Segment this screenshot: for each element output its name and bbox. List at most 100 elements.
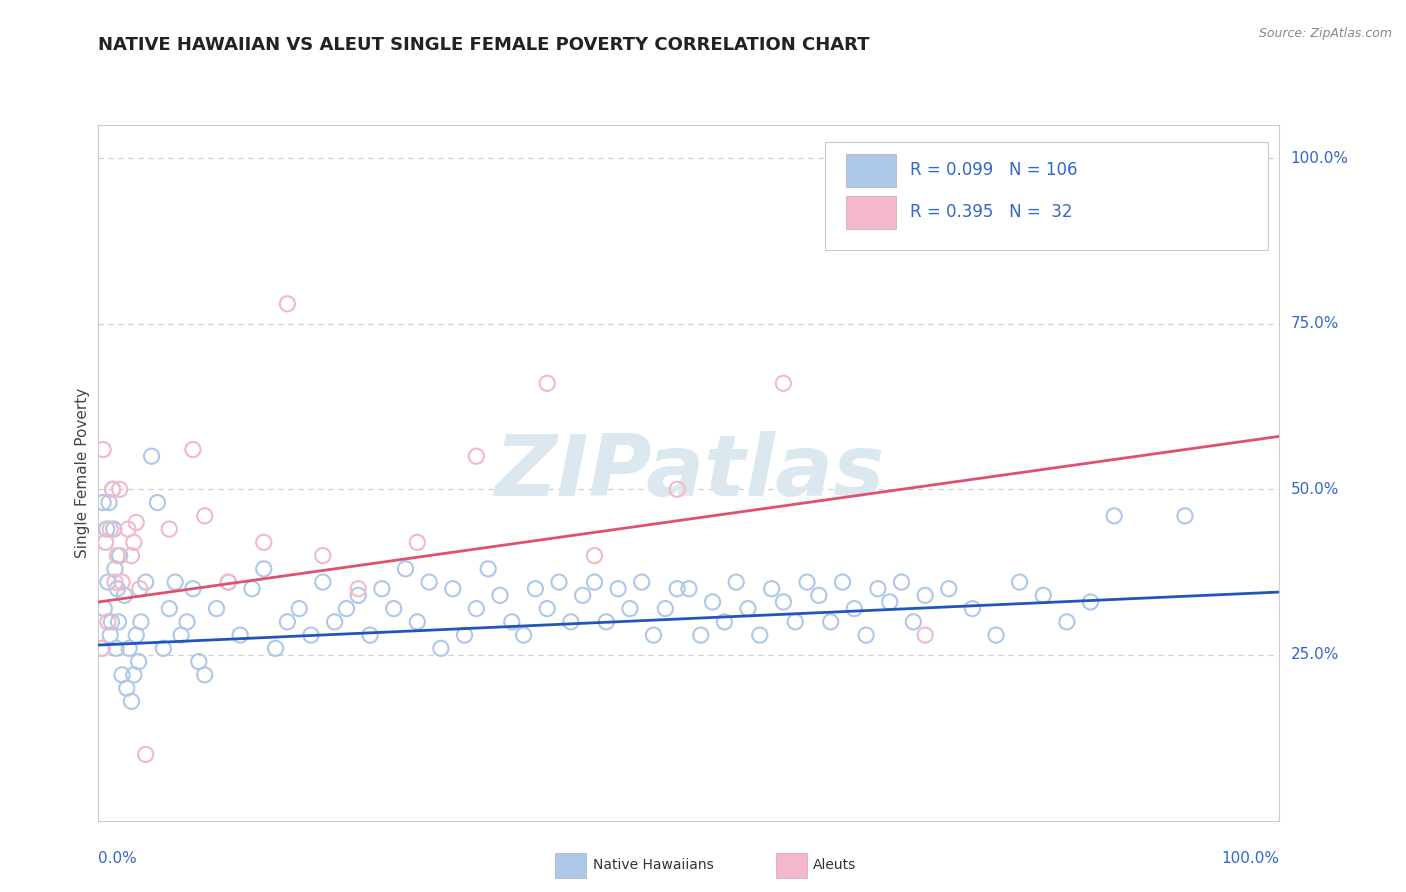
Point xyxy=(441,582,464,596)
Text: 100.0%: 100.0% xyxy=(1222,851,1279,866)
Point xyxy=(217,575,239,590)
Point xyxy=(111,575,134,590)
Point xyxy=(772,376,794,391)
Point xyxy=(785,615,807,629)
Point xyxy=(1008,575,1031,590)
Point xyxy=(91,641,114,656)
Point xyxy=(165,575,187,590)
Point xyxy=(181,582,204,596)
Point xyxy=(371,582,394,596)
Point xyxy=(335,601,357,615)
Point xyxy=(229,628,252,642)
Point xyxy=(879,595,901,609)
Point xyxy=(105,582,128,596)
Point xyxy=(489,588,512,602)
Point xyxy=(128,582,150,596)
Point xyxy=(115,681,138,695)
Text: 100.0%: 100.0% xyxy=(1291,151,1348,166)
Point xyxy=(1080,595,1102,609)
Point xyxy=(121,549,143,563)
Text: NATIVE HAWAIIAN VS ALEUT SINGLE FEMALE POVERTY CORRELATION CHART: NATIVE HAWAIIAN VS ALEUT SINGLE FEMALE P… xyxy=(98,36,870,54)
Text: 25.0%: 25.0% xyxy=(1291,648,1339,663)
Text: Aleuts: Aleuts xyxy=(813,858,856,872)
Point xyxy=(406,535,429,549)
Point xyxy=(548,575,571,590)
Text: R = 0.395   N =  32: R = 0.395 N = 32 xyxy=(910,202,1073,221)
FancyBboxPatch shape xyxy=(846,196,896,229)
Point xyxy=(276,615,298,629)
Point xyxy=(181,442,204,457)
Point xyxy=(453,628,475,642)
Point xyxy=(146,495,169,509)
Point xyxy=(125,516,148,530)
Point xyxy=(104,562,127,576)
Point xyxy=(914,588,936,602)
Point xyxy=(583,549,606,563)
Point xyxy=(91,442,114,457)
Point xyxy=(91,495,114,509)
Point xyxy=(359,628,381,642)
Point xyxy=(725,575,748,590)
Point xyxy=(97,575,120,590)
Point xyxy=(103,522,125,536)
Y-axis label: Single Female Poverty: Single Female Poverty xyxy=(75,388,90,558)
Point xyxy=(117,522,139,536)
Text: Source: ZipAtlas.com: Source: ZipAtlas.com xyxy=(1258,27,1392,40)
Point xyxy=(299,628,322,642)
Point xyxy=(844,601,866,615)
Point xyxy=(100,615,122,629)
Point xyxy=(772,595,794,609)
Point xyxy=(666,483,689,497)
Point xyxy=(108,483,131,497)
Point xyxy=(129,615,152,629)
Point xyxy=(1102,508,1125,523)
Point xyxy=(170,628,193,642)
Point xyxy=(205,601,228,615)
Point xyxy=(796,575,818,590)
Point xyxy=(157,601,180,615)
Point xyxy=(713,615,735,629)
Point xyxy=(536,376,558,391)
Point xyxy=(91,641,114,656)
Point xyxy=(643,628,665,642)
Point xyxy=(108,549,131,563)
Point xyxy=(903,615,925,629)
Point xyxy=(501,615,523,629)
Point xyxy=(194,668,217,682)
Point xyxy=(288,601,311,615)
Point xyxy=(512,628,534,642)
Point xyxy=(152,641,174,656)
Point xyxy=(323,615,346,629)
Point xyxy=(105,549,128,563)
Point xyxy=(583,575,606,590)
Point xyxy=(101,483,124,497)
Point xyxy=(312,575,335,590)
Point xyxy=(855,628,877,642)
Point xyxy=(135,747,157,762)
Point xyxy=(761,582,783,596)
Point xyxy=(347,588,370,602)
Point xyxy=(807,588,830,602)
Point xyxy=(536,601,558,615)
Point xyxy=(264,641,287,656)
Point xyxy=(253,562,276,576)
Point xyxy=(125,628,148,642)
Point xyxy=(430,641,453,656)
Point xyxy=(157,522,180,536)
FancyBboxPatch shape xyxy=(846,154,896,187)
Point xyxy=(112,588,135,602)
Point xyxy=(122,535,145,549)
Point xyxy=(382,601,405,615)
Point xyxy=(94,535,117,549)
Point xyxy=(101,483,124,497)
Point xyxy=(276,297,298,311)
Point xyxy=(938,582,960,596)
Point xyxy=(465,449,488,463)
Point xyxy=(571,588,593,602)
Point xyxy=(98,522,121,536)
Text: 50.0%: 50.0% xyxy=(1291,482,1339,497)
Point xyxy=(678,582,700,596)
Point xyxy=(984,628,1007,642)
Point xyxy=(866,217,889,231)
Point xyxy=(118,641,141,656)
